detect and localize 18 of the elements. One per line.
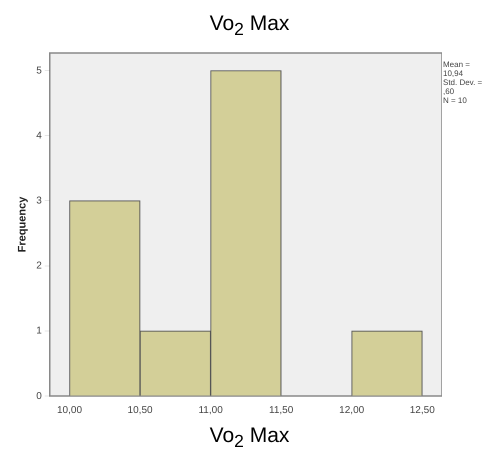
y-tick-label: 0 (36, 390, 42, 402)
text: Std. Dev. = ,60 (443, 78, 484, 96)
text: N = 10 (443, 96, 468, 105)
x-tick-label: 12,50 (410, 404, 436, 416)
y-tick-label: 2 (36, 260, 42, 272)
text: Mean = 10,94 (443, 60, 471, 78)
x-axis-title: Vo$_{2}$ Max (208, 424, 290, 452)
y-tick-label: 5 (36, 65, 42, 76)
chart-title: Vo$_{2}$ Max (208, 12, 290, 40)
y-tick-label: 1 (36, 326, 42, 337)
x-tick-label: 11,50 (269, 404, 294, 416)
x-tick-label: 12,00 (339, 404, 365, 416)
x-tick-label: 10,50 (128, 404, 154, 416)
x-tick-label: 11,00 (198, 404, 224, 416)
x-tick-label: 10,00 (57, 404, 82, 416)
y-tick-label: 4 (36, 130, 42, 142)
y-axis-title: Frequency (16, 196, 29, 252)
y-tick-label: 3 (36, 195, 42, 206)
